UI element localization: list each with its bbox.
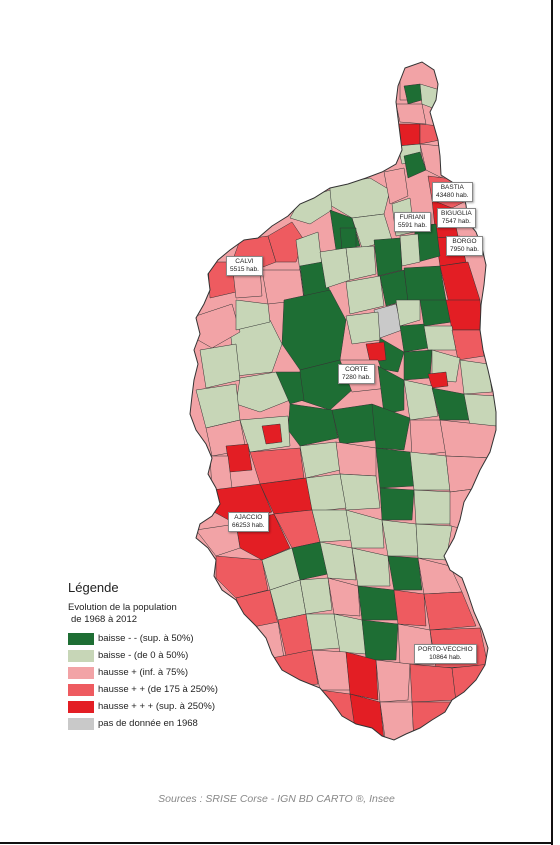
- legend-swatch: [68, 700, 94, 713]
- city-label-biguglia: BIGUGLIA 7547 hab.: [437, 208, 476, 228]
- legend-subtitle-line2: de 1968 à 2012: [71, 614, 138, 625]
- legend-swatch: [68, 632, 94, 645]
- legend-subtitle: Evolution de la population de 1968 à 201…: [68, 602, 218, 626]
- city-pop: 10864 hab.: [429, 654, 462, 661]
- city-pop: 7547 hab.: [441, 218, 471, 225]
- legend-item-label: hausse + (inf. à 75%): [98, 667, 189, 678]
- city-name: BIGUGLIA: [441, 210, 472, 217]
- legend: Légende Evolution de la population de 19…: [68, 580, 218, 732]
- legend-item: hausse + + (de 175 à 250%): [68, 681, 218, 698]
- legend-item-label: pas de donnée en 1968: [98, 718, 198, 729]
- city-pop: 7280 hab.: [342, 374, 371, 381]
- legend-item: baisse - (de 0 à 50%): [68, 647, 218, 664]
- city-name: PORTO-VECCHIO: [418, 646, 473, 653]
- source-caption: Sources : SRISE Corse - IGN BD CARTO ®, …: [158, 793, 395, 805]
- legend-title: Légende: [68, 580, 119, 595]
- city-label-bastia: BASTIA 43480 hab.: [432, 182, 473, 202]
- city-name: BORGO: [452, 238, 477, 245]
- city-name: CORTE: [345, 366, 368, 373]
- city-label-borgo: BORGO 7950 hab.: [446, 236, 483, 256]
- city-pop: 5591 hab.: [398, 222, 427, 229]
- legend-item-label: baisse - - (sup. à 50%): [98, 633, 194, 644]
- legend-swatch: [68, 683, 94, 696]
- legend-item-label: hausse + + (de 175 à 250%): [98, 684, 218, 695]
- city-pop: 66253 hab.: [232, 522, 265, 529]
- city-name: FURIANI: [399, 214, 426, 221]
- city-label-calvi: CALVI 5515 hab.: [226, 256, 263, 276]
- page-frame-right: [551, 0, 553, 845]
- city-label-corte: CORTE 7280 hab.: [338, 364, 375, 384]
- city-pop: 7950 hab.: [450, 246, 479, 253]
- city-name: AJACCIO: [234, 514, 263, 521]
- legend-item-label: baisse - (de 0 à 50%): [98, 650, 189, 661]
- legend-swatch: [68, 649, 94, 662]
- city-label-furiani: FURIANI 5591 hab.: [394, 212, 431, 232]
- legend-item: pas de donnée en 1968: [68, 715, 218, 732]
- city-name: BASTIA: [440, 184, 464, 191]
- legend-item: baisse - - (sup. à 50%): [68, 630, 218, 647]
- city-pop: 5515 hab.: [230, 266, 259, 273]
- legend-swatch: [68, 717, 94, 730]
- city-name: CALVI: [235, 258, 254, 265]
- legend-subtitle-line1: Evolution de la population: [68, 602, 177, 613]
- city-label-ajaccio: AJACCIO 66253 hab.: [228, 512, 269, 532]
- legend-swatch: [68, 666, 94, 679]
- city-label-porto-vecchio: PORTO-VECCHIO 10864 hab.: [414, 644, 477, 664]
- page-frame-bottom: [0, 842, 553, 844]
- city-pop: 43480 hab.: [436, 192, 469, 199]
- legend-item: hausse + (inf. à 75%): [68, 664, 218, 681]
- legend-item: hausse + + + (sup. à 250%): [68, 698, 218, 715]
- legend-item-label: hausse + + + (sup. à 250%): [98, 701, 215, 712]
